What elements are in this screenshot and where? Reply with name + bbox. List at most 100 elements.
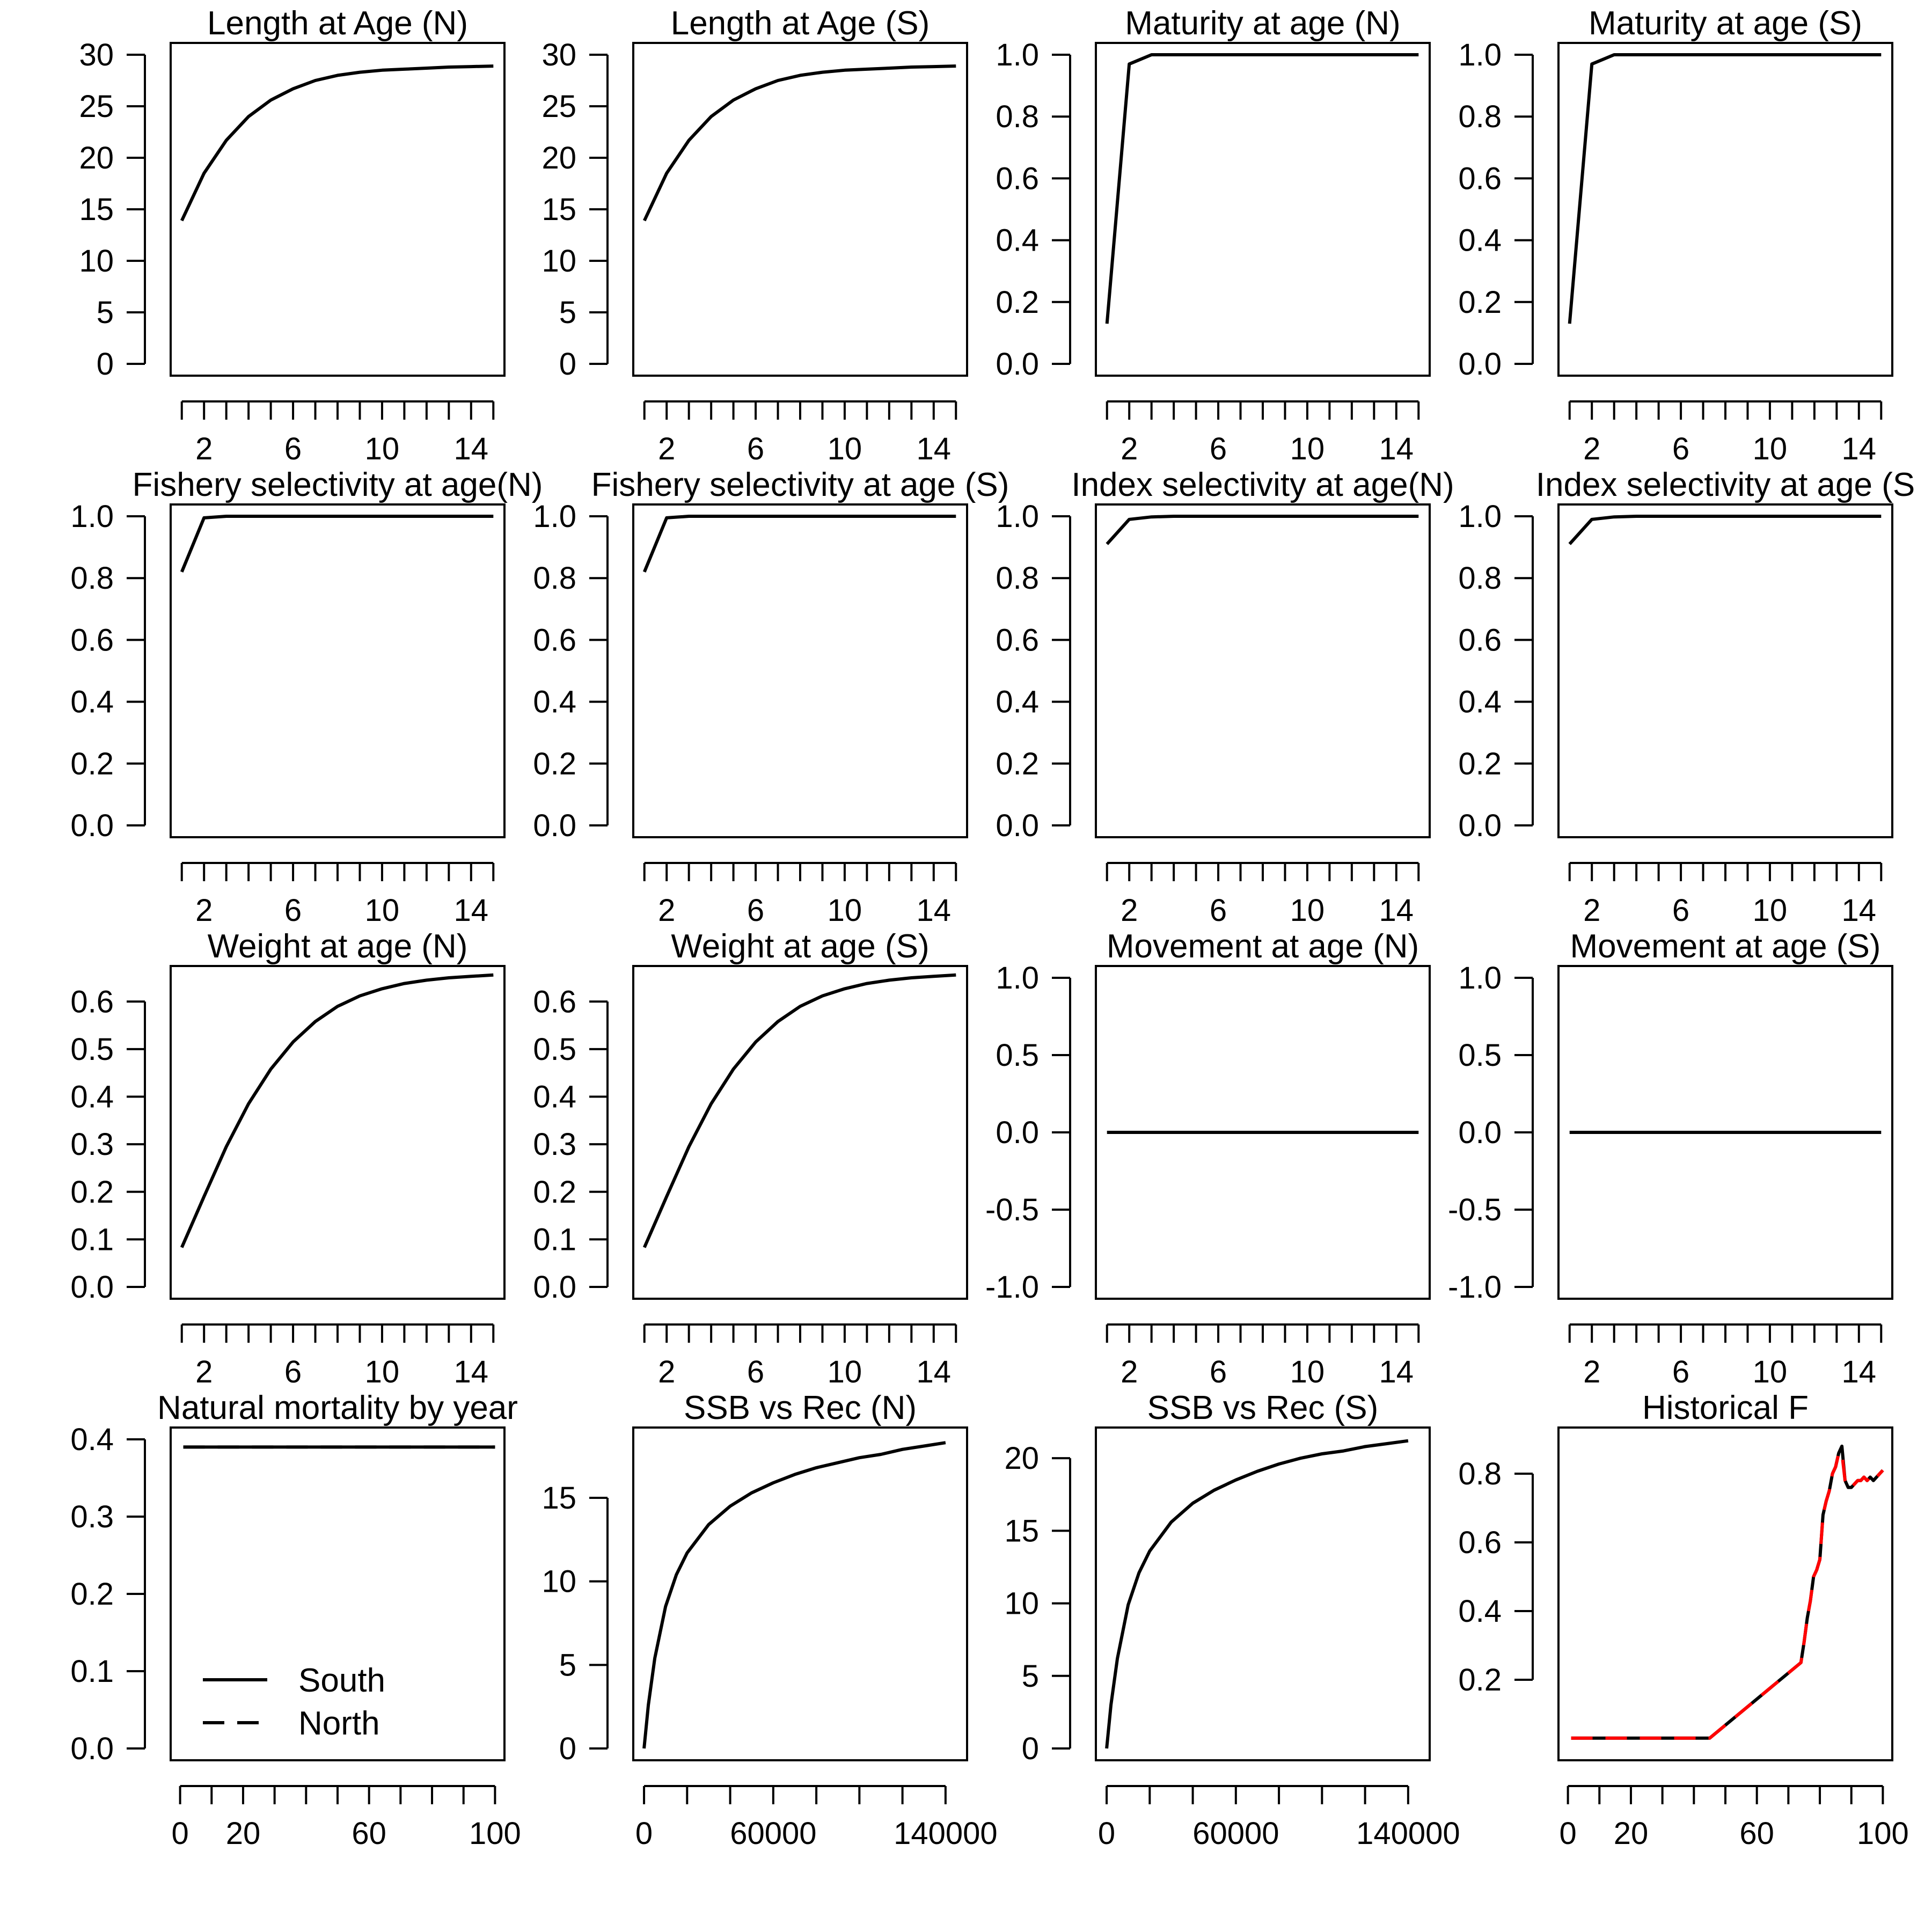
series-line — [1568, 515, 1882, 545]
y-axis: 0.0 0.2 0.4 0.6 0.8 1.0 — [1458, 38, 1534, 382]
plot-frame — [1557, 503, 1893, 838]
series-line — [180, 973, 494, 1248]
y-tick-label: 0.2 — [533, 747, 576, 781]
plot-frame — [170, 1426, 506, 1761]
panel-title: Weight at age (S) — [671, 928, 929, 965]
x-tick-label: 10 — [828, 431, 862, 466]
x-tick-label: 0 — [1559, 1816, 1576, 1851]
y-tick-label: 10 — [541, 244, 576, 279]
y-tick-label: 0.6 — [1458, 161, 1502, 196]
x-tick-label: 10 — [1290, 1355, 1325, 1389]
y-tick-label: 0.2 — [70, 747, 114, 781]
x-axis: 0 20 60 100 — [1559, 1785, 1909, 1851]
y-tick-label: 20 — [79, 141, 114, 175]
x-tick-label: 6 — [747, 431, 764, 466]
x-tick-label: 2 — [195, 1355, 213, 1389]
x-axis: 2 6 10 14 — [643, 862, 957, 928]
panel-maturity-s: Maturity at age (S) 2 6 10 14 0.0 0.2 0.4 0.6 0.8… — [1458, 5, 1893, 466]
y-axis: 0.0 0.1 0.2 0.3 0.4 0.5 0.6 — [533, 984, 609, 1305]
x-tick-label: 14 — [917, 1355, 952, 1389]
x-tick-label: 2 — [195, 431, 213, 466]
y-axis: 0.0 0.2 0.4 0.6 0.8 1.0 — [996, 499, 1071, 843]
x-tick-label: 6 — [1210, 1355, 1227, 1389]
y-tick-label: 0.4 — [1458, 685, 1502, 720]
x-tick-label: 14 — [454, 893, 489, 928]
y-tick-label: -0.5 — [1448, 1192, 1502, 1227]
plot-frame — [632, 42, 968, 377]
series-line — [642, 1441, 946, 1749]
x-tick-label: 10 — [365, 893, 400, 928]
x-tick-label: 14 — [1379, 1355, 1414, 1389]
plot-frame — [1095, 1426, 1431, 1761]
plot-frame — [1095, 42, 1431, 377]
y-tick-label: 0.5 — [533, 1032, 576, 1067]
x-axis: 2 6 10 14 — [1106, 400, 1420, 466]
y-tick-label: 0.6 — [996, 623, 1039, 657]
y-tick-label: 0.6 — [70, 623, 114, 657]
legend: South North — [203, 1662, 385, 1742]
panel-fishery-sel-s: Fishery selectivity at age (S)2 6 10 140.00… — [533, 466, 1009, 928]
y-tick-label: 0.8 — [1458, 561, 1502, 596]
y-tick-label: 0 — [559, 347, 576, 382]
x-tick-label: 14 — [1379, 431, 1414, 466]
x-tick-label: 10 — [1753, 893, 1788, 928]
x-tick-label: 20 — [226, 1816, 261, 1851]
y-tick-label: 0.6 — [533, 623, 576, 657]
y-tick-label: 30 — [79, 38, 114, 72]
panel-index-sel-n: Index selectivity at age(N)2 6 10 140.00.20… — [996, 466, 1454, 928]
x-tick-label: 14 — [1842, 431, 1877, 466]
x-tick-label: 140000 — [894, 1816, 998, 1851]
y-tick-label: 15 — [79, 192, 114, 227]
y-axis: 0.0 0.1 0.2 0.3 0.4 0.5 0.6 — [70, 984, 146, 1305]
series-line — [1568, 53, 1882, 324]
y-tick-label: 10 — [1004, 1586, 1039, 1621]
y-axis: -1.0 -0.5 0.0 0.5 1.0 — [1448, 961, 1534, 1305]
y-tick-label: 0.4 — [70, 685, 114, 720]
y-axis: 0.0 0.2 0.4 0.6 0.8 1.0 — [1458, 499, 1534, 843]
panel-title: Maturity at age (N) — [1125, 5, 1400, 42]
y-tick-label: 30 — [541, 38, 576, 72]
y-axis: 0 5 10 15 — [541, 1481, 609, 1766]
x-tick-label: 10 — [1753, 1355, 1788, 1389]
y-tick-label: 0.0 — [70, 1731, 114, 1766]
x-tick-label: 60 — [352, 1816, 386, 1851]
series-line — [642, 64, 956, 222]
y-tick-label: 0.8 — [1458, 1457, 1502, 1491]
y-axis: 0.0 0.1 0.2 0.3 0.4 — [70, 1422, 146, 1766]
x-axis: 2 6 10 14 — [180, 400, 495, 466]
y-tick-label: 0.0 — [1458, 347, 1502, 382]
panel-maturity-n: Maturity at age (N) 2 6 10 14 0.0 0.2 0.4 0.6 0.8… — [996, 5, 1431, 466]
y-tick-label: 0.2 — [70, 1175, 114, 1210]
y-tick-label: 0.6 — [1458, 1525, 1502, 1560]
y-tick-label: 1.0 — [70, 499, 114, 534]
panel-length-s: Length at Age (S) 2 6 10 14 0 5 10 15 20 25 30 — [541, 5, 968, 466]
x-tick-label: 6 — [1210, 431, 1227, 466]
plot-frame — [1557, 42, 1893, 377]
panel-title: Index selectivity at age(N) — [1071, 466, 1454, 503]
x-axis: 2 6 10 14 — [1568, 1323, 1883, 1389]
x-tick-label: 100 — [469, 1816, 521, 1851]
y-tick-label: -1.0 — [985, 1270, 1039, 1305]
panel-title: Fishery selectivity at age (S) — [591, 466, 1009, 503]
x-tick-label: 6 — [747, 893, 764, 928]
y-tick-label: 0.4 — [70, 1080, 114, 1115]
y-tick-label: 0.1 — [533, 1222, 576, 1257]
y-tick-label: 0.6 — [1458, 623, 1502, 657]
y-tick-label: 25 — [79, 89, 114, 124]
series-line — [180, 64, 494, 222]
y-tick-label: 20 — [1004, 1441, 1039, 1476]
series-line — [642, 515, 956, 573]
series-line-north — [1571, 1451, 1884, 1740]
x-tick-label: 14 — [1842, 1355, 1877, 1389]
legend-label: North — [298, 1705, 380, 1742]
plot-frame — [1557, 1426, 1893, 1761]
plot-frame — [170, 503, 506, 838]
y-tick-label: 0.8 — [533, 561, 576, 596]
x-axis: 2 6 10 14 — [180, 1323, 495, 1389]
y-tick-label: -1.0 — [1448, 1270, 1502, 1305]
y-tick-label: 0.2 — [1458, 747, 1502, 781]
panel-title: Weight at age (N) — [208, 928, 468, 965]
y-tick-label: 5 — [559, 1648, 576, 1682]
panel-title: Index selectivity at age (S — [1536, 466, 1915, 503]
